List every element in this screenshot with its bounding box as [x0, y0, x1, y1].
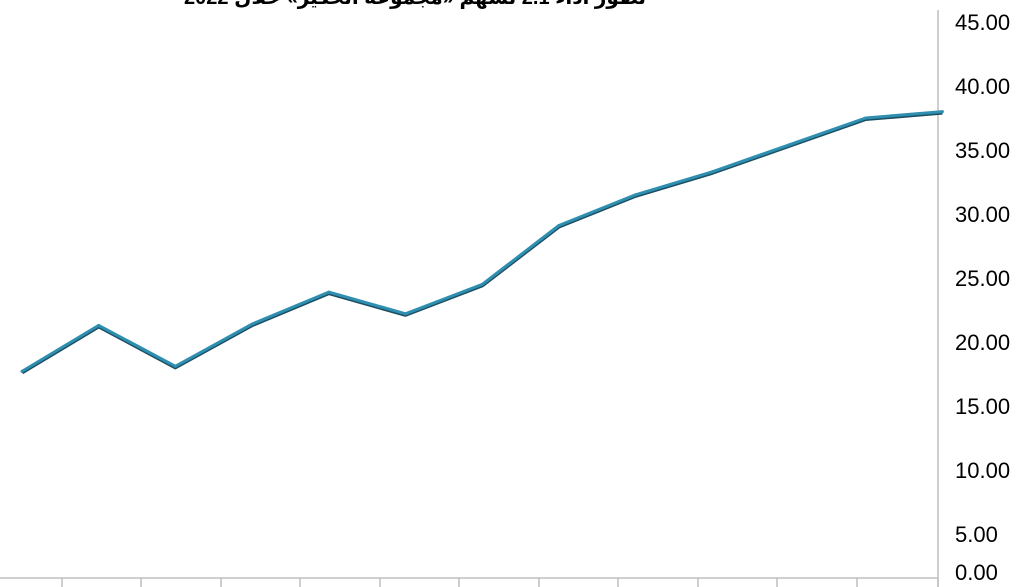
data-point — [404, 312, 407, 316]
data-point — [97, 323, 101, 327]
data-point — [864, 116, 868, 120]
y-tick-label: 30.00 — [955, 202, 1010, 227]
data-point — [480, 282, 484, 286]
y-tick-label: 45.00 — [955, 10, 1010, 35]
y-tick-label: 25.00 — [955, 266, 1010, 291]
y-tick-label: 0.00 — [955, 560, 998, 585]
data-point — [787, 143, 791, 147]
y-tick-label: 15.00 — [955, 394, 1010, 419]
data-point — [327, 290, 331, 294]
data-point — [634, 193, 638, 197]
series-line — [21, 110, 943, 373]
chart-title: تطور أداء 2.1 لسهم «مجموعة الحكير» خلال … — [184, 0, 646, 9]
data-point — [20, 369, 24, 373]
y-tick-label: 40.00 — [955, 74, 1010, 99]
data-point — [557, 224, 561, 227]
data-point — [173, 364, 177, 368]
y-tick-label: 10.00 — [955, 458, 1010, 483]
data-point — [710, 170, 714, 174]
series-line-shadow — [20, 110, 943, 375]
data-point — [250, 322, 254, 326]
y-tick-label: 35.00 — [955, 138, 1010, 163]
y-tick-label: 5.00 — [955, 522, 998, 547]
data-point — [940, 110, 944, 114]
y-tick-label: 20.00 — [955, 330, 1010, 355]
